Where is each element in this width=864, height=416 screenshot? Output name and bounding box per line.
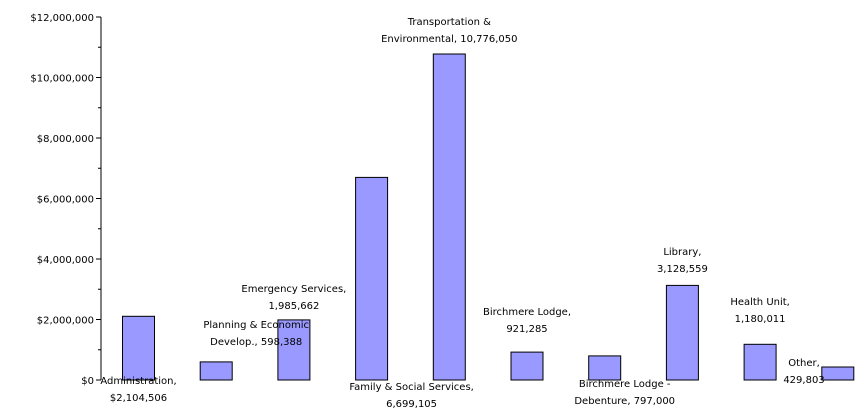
bar-7 [588,355,622,381]
data-label-5-line-2: Environmental, 10,776,050 [381,34,517,45]
data-label-2-line-1: Planning & Economic [203,320,309,331]
data-label-7-line-1: Birchmere Lodge - [579,379,671,390]
bar-4 [355,176,389,381]
data-label-6-line-2: 921,285 [506,324,547,335]
data-label-3-line-2: 1,985,662 [268,301,319,312]
bar-10 [821,366,855,381]
data-label-9-line-1: Health Unit, [730,297,790,308]
data-label-4-line-2: 6,699,105 [386,399,437,410]
data-labels: Administration, $2,104,506 Planning & Econ… [100,17,824,410]
data-label-2-line-2: Develop., 598,388 [210,337,302,348]
y-tick-label: $6,000,000 [37,195,94,206]
bar-5 [432,53,466,381]
y-tick-label: $2,000,000 [37,316,94,327]
data-label-3-line-1: Emergency Services, [241,284,346,295]
y-tick-label: $8,000,000 [37,134,94,145]
data-label-10-line-1: Other, [788,358,820,369]
data-label-4-line-1: Family & Social Services, [349,382,474,393]
bar-9 [743,343,777,381]
data-label-8-line-1: Library, [663,247,701,258]
data-label-10-line-2: 429,803 [783,375,824,386]
y-tick-label: $0 [81,376,94,387]
y-axis: $0 $2,000,000 $4,000,000 $6,000,000 $8,000,0… [30,13,102,387]
bar-6 [510,351,544,381]
y-tick-label: $12,000,000 [30,13,94,24]
data-label-1-line-2: $2,104,506 [110,393,167,404]
bar-2 [199,361,233,381]
data-label-5-line-1: Transportation & [407,17,491,28]
bars [122,53,855,381]
data-label-7-line-2: Debenture, 797,000 [574,396,675,407]
data-label-8-line-2: 3,128,559 [657,264,708,275]
bar-3 [277,319,311,381]
data-label-9-line-2: 1,180,011 [735,314,786,325]
y-tick-label: $4,000,000 [37,255,94,266]
bar-1 [122,315,155,381]
data-label-6-line-1: Birchmere Lodge, [483,307,571,318]
y-tick-label: $10,000,000 [30,74,94,85]
bar-8 [665,284,699,381]
data-label-1-line-1: Administration, [100,376,176,387]
